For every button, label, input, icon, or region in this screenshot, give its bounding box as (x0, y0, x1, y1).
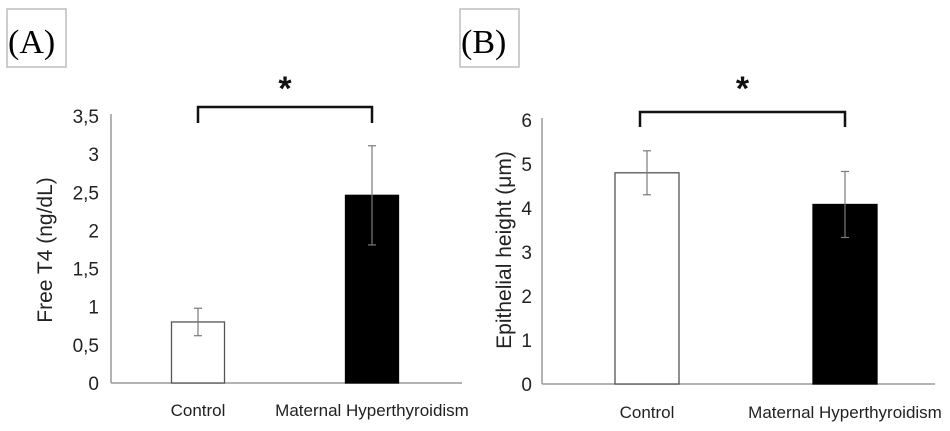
y-axis-title: Epithelial height (μm) (493, 151, 516, 349)
panel-a: (A) 0 0,5 1 1,5 2 2,5 3 3,5 Free T4 (ng/dL) Contro… (6, 8, 469, 420)
y-tick-label: 2,5 (73, 183, 99, 204)
panel-label: (A) (8, 24, 55, 61)
significance-bracket (638, 110, 847, 127)
panel-label-box (459, 8, 520, 68)
x-category-label: Control (620, 403, 675, 422)
y-tick-label: 6 (521, 111, 532, 132)
y-tick-label: 1,5 (73, 260, 99, 281)
significance-bracket (196, 105, 374, 123)
significance-asterisk: * (736, 70, 750, 108)
y-tick-label: 0 (521, 375, 532, 396)
y-tick-label: 1 (88, 298, 99, 319)
x-category-label: Control (171, 401, 226, 420)
panel-label: (B) (461, 24, 506, 61)
y-tick-label: 3 (521, 243, 532, 264)
y-tick-label: 0 (88, 374, 99, 395)
significance-asterisk: * (278, 70, 292, 108)
y-tick-label: 0,5 (73, 336, 99, 357)
y-tick-label: 4 (521, 199, 532, 220)
y-tick-label: 5 (521, 155, 532, 176)
bar-control (614, 172, 680, 385)
y-axis-title: Free T4 (ng/dL) (34, 177, 57, 323)
x-category-label: Maternal Hyperthyroidism (748, 403, 942, 422)
y-tick-label: 3,5 (73, 107, 99, 128)
y-tick-label: 2 (88, 221, 99, 242)
y-tick-label: 2 (521, 287, 532, 308)
panel-label-box (6, 8, 67, 68)
y-tick-label: 3 (88, 145, 99, 166)
x-category-label: Maternal Hyperthyroidism (275, 401, 469, 420)
y-tick-label: 1 (521, 331, 532, 352)
